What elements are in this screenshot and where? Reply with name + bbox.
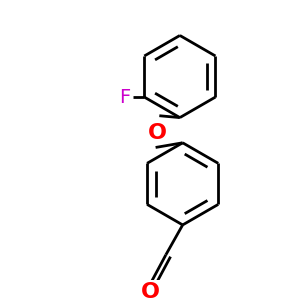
Text: F: F (119, 88, 130, 106)
Text: O: O (148, 122, 167, 142)
Text: O: O (140, 282, 160, 300)
